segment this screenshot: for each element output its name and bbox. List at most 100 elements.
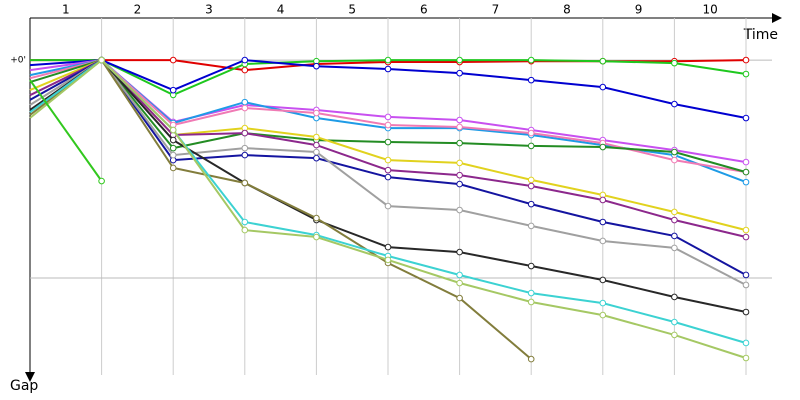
data-point [456,116,463,124]
data-point [384,166,392,174]
data-point [742,339,750,347]
data-point [599,311,607,319]
x-tick-label: 9 [635,3,643,17]
data-point [527,289,535,297]
data-point [241,144,249,152]
data-point [671,293,678,301]
data-point [671,148,678,156]
data-point [742,56,750,64]
data-point [241,66,249,74]
data-point [169,86,177,94]
data-point [384,156,392,164]
series-line [29,58,532,360]
data-point [456,69,463,77]
x-axis-label: Time [743,27,778,43]
data-point [384,65,392,73]
data-point [527,298,535,306]
x-tick-label: 8 [563,3,571,17]
data-point [456,271,463,279]
data-point [742,354,750,362]
data-point [313,141,320,149]
data-point [241,104,249,112]
data-point [742,168,750,176]
data-point [241,226,249,234]
data-point [169,56,177,64]
data-point [241,56,249,64]
data-point [599,276,607,284]
data-point [456,56,463,64]
data-point [599,299,607,307]
data-point [98,56,105,64]
data-point [671,318,678,326]
data-point [313,109,320,117]
data-point [456,139,463,147]
data-point [456,159,463,167]
series-line [29,79,103,182]
data-point [169,144,177,152]
data-point [241,218,249,226]
data-point [742,271,750,279]
data-point [671,216,678,224]
data-point [169,151,177,159]
data-point [313,233,320,241]
data-point [742,70,750,78]
data-point [384,173,392,181]
y-tick-label: +0' [10,56,26,66]
y-axis-arrow [25,372,35,382]
data-point [313,133,320,141]
x-tick-label: 3 [205,3,213,17]
x-tick-label: 5 [348,3,356,17]
data-point [169,164,177,172]
data-point [671,244,678,252]
data-point [384,202,392,210]
y-axis-label: Gap [10,378,38,394]
data-point [742,178,750,186]
data-point [384,56,392,64]
data-point [742,158,750,166]
x-tick-label: 10 [703,3,718,17]
data-point [384,138,392,146]
data-point [527,142,535,150]
data-point [527,262,535,270]
data-point [742,226,750,234]
data-point [384,256,392,264]
data-point [527,182,535,190]
data-point [456,123,463,131]
data-point [456,294,463,302]
data-point [98,177,105,185]
data-point [241,151,249,159]
data-point [456,171,463,179]
data-point [384,243,392,251]
data-point [742,114,750,122]
data-point [456,279,463,287]
data-point [527,56,535,64]
data-point [456,206,463,214]
data-point [527,355,535,363]
data-point [671,100,678,108]
data-point [313,154,320,162]
data-point [671,232,678,240]
data-point [313,214,320,222]
data-point [742,308,750,316]
data-point [599,237,607,245]
x-axis-arrow [772,13,782,23]
data-point [313,62,320,70]
data-point [527,176,535,184]
x-tick-label: 1 [62,3,70,17]
data-point [384,113,392,121]
data-point [599,218,607,226]
data-point [599,57,607,65]
x-tick-label: 7 [492,3,500,17]
data-point [241,179,249,187]
data-point [456,248,463,256]
data-point [527,76,535,84]
data-point [599,83,607,91]
data-point [527,200,535,208]
data-point [671,331,678,339]
x-tick-label: 2 [134,3,142,17]
x-tick-label: 4 [277,3,285,17]
data-point [456,180,463,188]
data-point [742,233,750,241]
x-tick-label: 6 [420,3,428,17]
